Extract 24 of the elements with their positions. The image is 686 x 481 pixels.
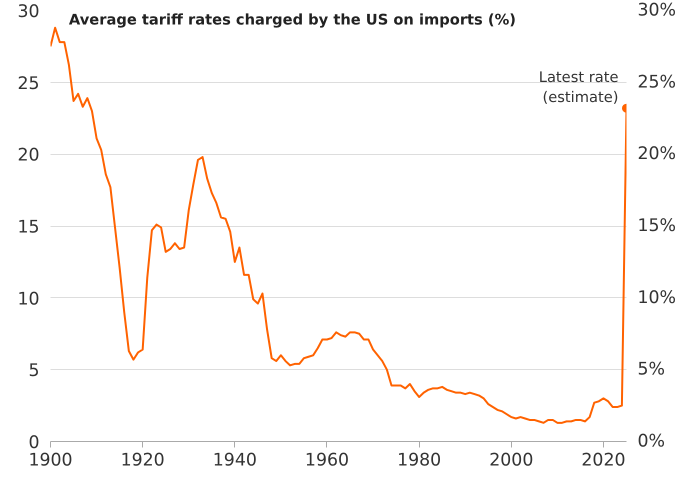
y2-tick-label: 10% xyxy=(638,288,676,308)
y2-tick-label: 30% xyxy=(638,0,676,20)
chart-title: Average tariff rates charged by the US on imports (%) xyxy=(68,12,516,28)
y-tick-label: 0 xyxy=(28,433,40,453)
annotation: Latest rate (estimate) xyxy=(538,68,619,106)
x-tick-label: 1980 xyxy=(397,450,442,470)
y-tick-label: 25 xyxy=(17,74,40,94)
y-tick-label: 5 xyxy=(28,361,40,382)
line-series xyxy=(50,26,626,424)
x-tick-label: 1920 xyxy=(120,450,165,470)
y2-tick-label: 20% xyxy=(638,144,676,164)
y-tick-label: 10 xyxy=(17,289,40,310)
y2-tick-label: 0% xyxy=(638,432,665,452)
x-tick-label: 1900 xyxy=(28,450,73,470)
y-tick-label: 20 xyxy=(17,146,40,166)
y-tick-label: 15 xyxy=(17,218,40,238)
y2-tick-label: 25% xyxy=(638,72,676,92)
x-tick-label: 1940 xyxy=(212,450,257,470)
x-tick-label: 1960 xyxy=(304,450,350,470)
y2-tick-label: 5% xyxy=(638,360,665,380)
x-tick-label: 2000 xyxy=(489,450,534,470)
y-tick-label: 30 xyxy=(17,2,40,22)
x-tick-label: 2020 xyxy=(581,450,626,470)
y2-tick-label: 15% xyxy=(638,216,676,236)
